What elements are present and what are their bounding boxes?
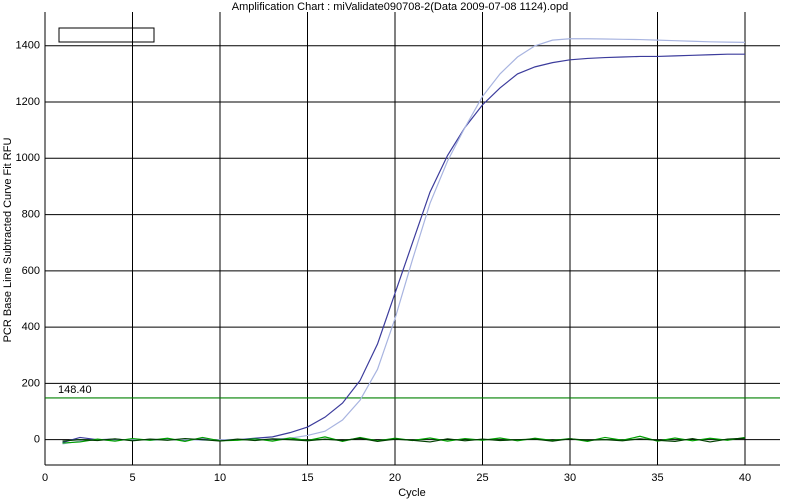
x-tick-label: 40: [739, 472, 751, 484]
x-tick-label: 15: [301, 472, 313, 484]
y-tick-label: 1200: [16, 96, 40, 108]
y-tick-label: 1400: [16, 40, 40, 52]
y-tick-label: 0: [34, 434, 40, 446]
y-tick-label: 200: [22, 377, 40, 389]
y-tick-label: 400: [22, 321, 40, 333]
x-tick-label: 10: [214, 472, 226, 484]
x-tick-label: 5: [129, 472, 135, 484]
x-axis-label: Cycle: [398, 487, 426, 499]
chart-title: Amplification Chart : miValidate090708-2…: [232, 1, 569, 13]
x-tick-label: 25: [476, 472, 488, 484]
y-tick-label: 800: [22, 208, 40, 220]
x-tick-label: 35: [651, 472, 663, 484]
x-tick-label: 0: [42, 472, 48, 484]
legend-box: [58, 27, 155, 43]
data-line: [62, 437, 746, 443]
threshold-label: 148.40: [58, 384, 92, 396]
x-tick-label: 20: [389, 472, 401, 484]
y-tick-label: 1000: [16, 152, 40, 164]
y-axis-label: PCR Base Line Subtracted Curve Fit RFU: [2, 138, 14, 343]
x-tick-label: 30: [564, 472, 576, 484]
y-tick-label: 600: [22, 265, 40, 277]
